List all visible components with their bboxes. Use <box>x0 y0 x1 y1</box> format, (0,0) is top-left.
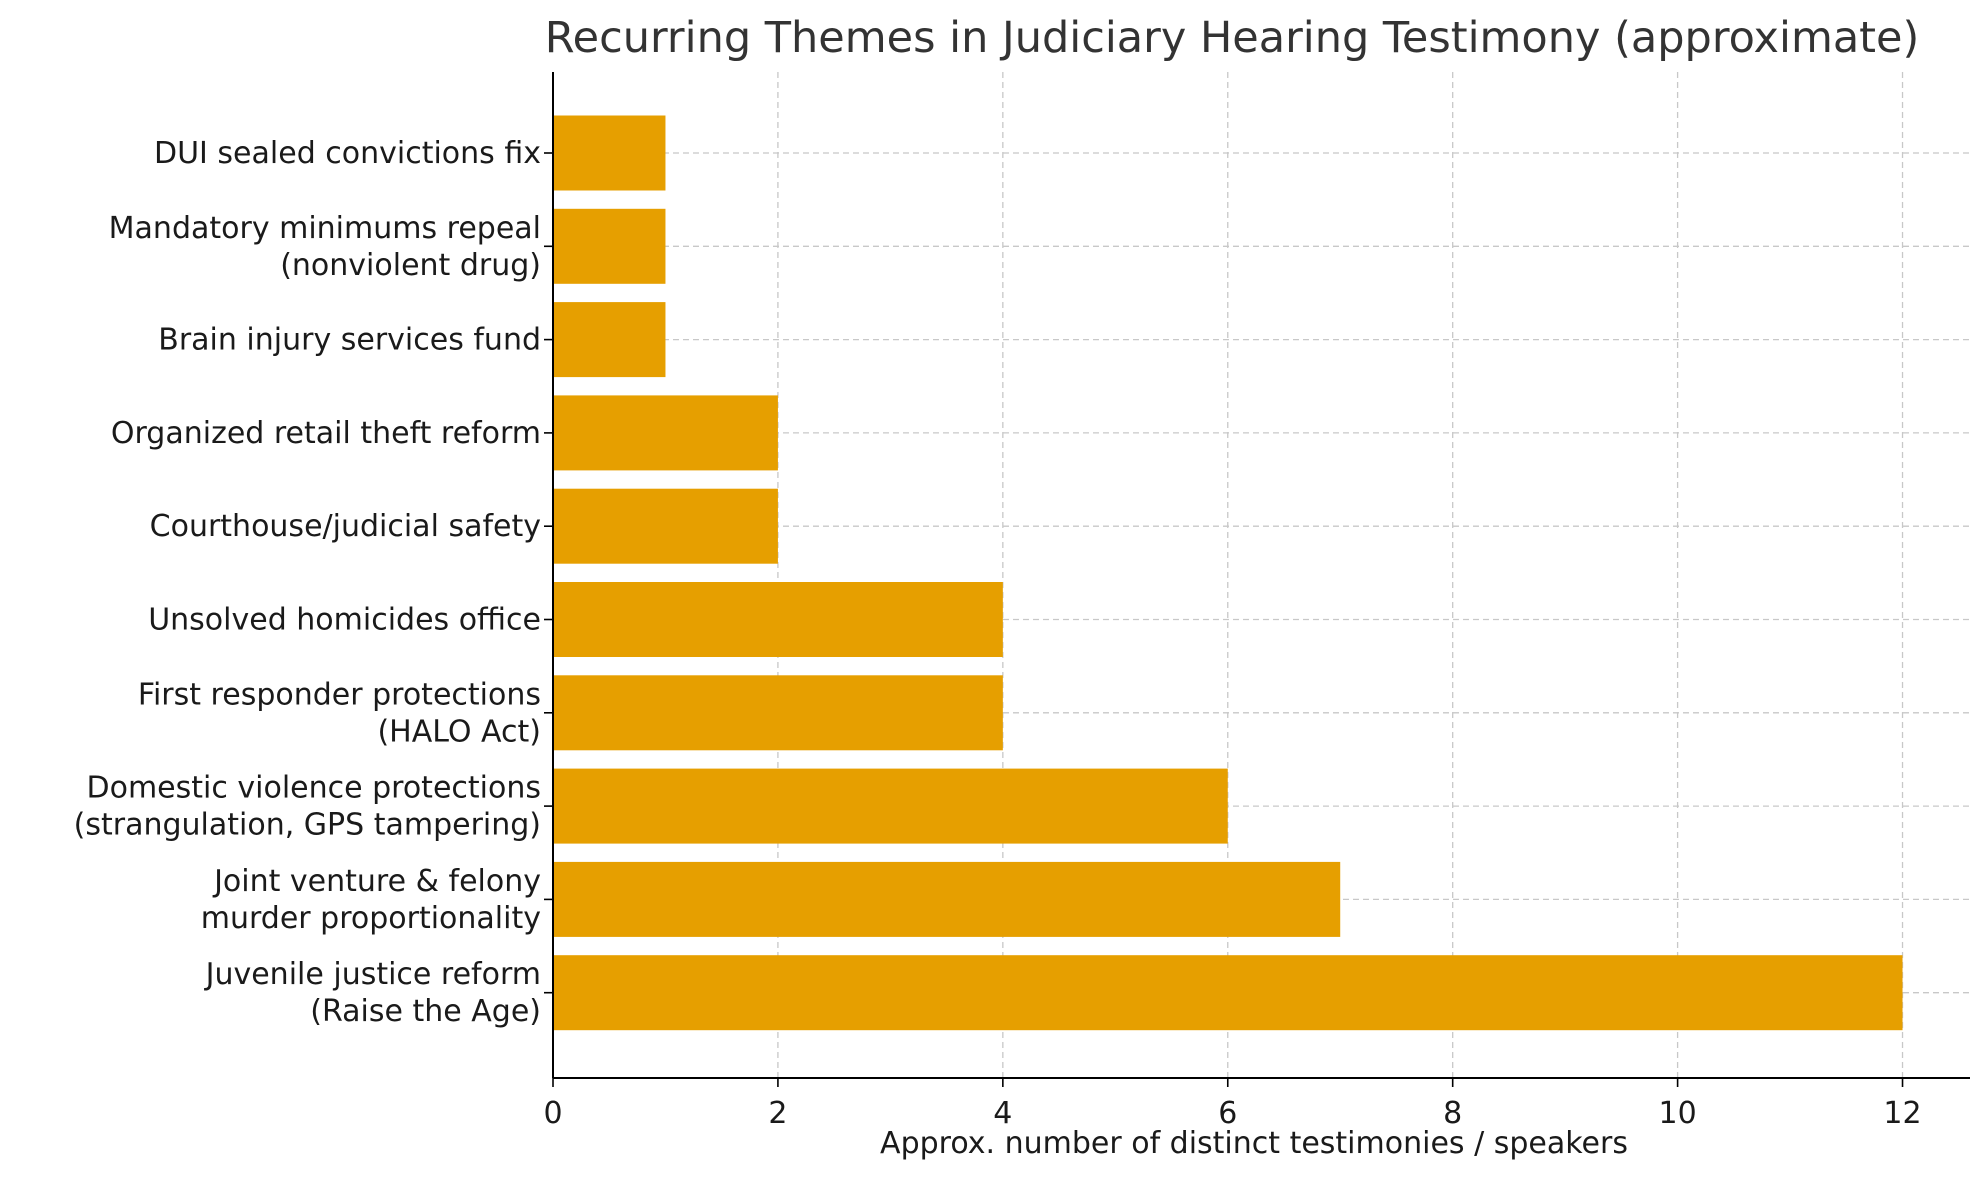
x-tick-label: 8 <box>1443 1096 1462 1131</box>
x-tick-label: 6 <box>1218 1096 1237 1131</box>
x-axis-label: Approx. number of distinct testimonies /… <box>880 1126 1628 1161</box>
bar <box>553 208 666 284</box>
bar <box>553 768 1228 844</box>
y-tick-label: Brain injury services fund <box>158 323 541 358</box>
bar <box>553 302 666 378</box>
y-tick-label: Joint venture & felony <box>212 864 541 899</box>
bar <box>553 675 1003 751</box>
y-tick-label: (strangulation, GPS tampering) <box>74 808 541 843</box>
axes <box>544 72 1970 1087</box>
bars <box>553 115 1903 1031</box>
y-tick-label: Unsolved homicides office <box>148 603 541 638</box>
y-tick-label: Organized retail theft reform <box>111 416 541 451</box>
y-tick-label: (nonviolent drug) <box>280 248 541 283</box>
bar <box>553 488 778 564</box>
chart-title: Recurring Themes in Judiciary Hearing Te… <box>545 13 1920 63</box>
x-tick-label: 4 <box>993 1096 1012 1131</box>
x-tick-labels: 0 2 4 6 8 10 12 <box>543 1096 1921 1131</box>
y-tick-label: DUI sealed convictions fix <box>154 136 541 171</box>
bar <box>553 115 666 191</box>
x-tick-label: 10 <box>1659 1096 1697 1131</box>
x-tick-label: 0 <box>543 1096 562 1131</box>
bar <box>553 955 1903 1031</box>
y-tick-label: Domestic violence protections <box>86 771 541 806</box>
y-tick-label: murder proportionality <box>201 901 541 936</box>
y-tick-label: (Raise the Age) <box>310 994 541 1029</box>
y-tick-label: Juvenile justice reform <box>204 957 541 992</box>
y-tick-labels: Juvenile justice reform(Raise the Age) Jo… <box>74 136 541 1029</box>
y-tick-label: Mandatory minimums repeal <box>109 211 541 246</box>
y-tick-label: Courthouse/judicial safety <box>150 509 541 544</box>
x-tick-label: 2 <box>768 1096 787 1131</box>
bar <box>553 861 1341 937</box>
x-tick-label: 12 <box>1883 1096 1921 1131</box>
bar <box>553 582 1003 657</box>
y-tick-label: First responder protections <box>138 677 541 712</box>
y-tick-label: (HALO Act) <box>377 714 541 749</box>
bar <box>553 395 778 471</box>
